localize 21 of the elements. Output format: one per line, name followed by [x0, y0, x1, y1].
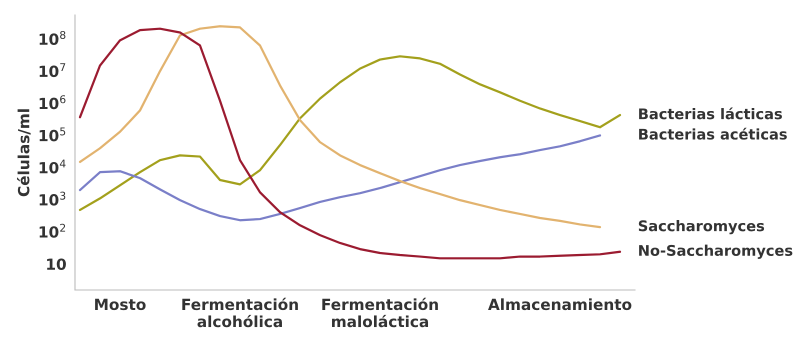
line-series — [78, 55, 622, 212]
series-label: Bacterias lácticas — [639, 107, 782, 120]
line-series — [78, 134, 602, 222]
x-tick-label: Fermentación maloláctica — [322, 298, 438, 328]
y-tick-label: 10$^{6}$ — [40, 95, 66, 110]
y-tick-label: 10$^{8}$ — [40, 30, 66, 45]
series-label: No-Saccharomyces — [639, 244, 792, 259]
y-tick-label: 10$^{5}$ — [40, 128, 66, 142]
x-tick-label: Mosto — [95, 298, 146, 310]
y-tick-label: 10$^{7}$ — [40, 63, 66, 78]
y-tick-label: 10$^{4}$ — [40, 160, 66, 174]
line-series — [78, 28, 622, 260]
x-tick-label: Almacenamiento — [488, 298, 632, 310]
x-tick-label: Fermentación alcohólica — [182, 298, 298, 328]
y-axis-title: Células/ml — [16, 109, 31, 196]
line-series — [78, 25, 602, 228]
y-tick-label: 10$^{3}$ — [40, 192, 66, 206]
y-tick-label: 10 — [47, 258, 66, 270]
text: Bacterias acéticas — [639, 128, 787, 140]
y-tick-label: 10$^{2}$ — [40, 224, 66, 238]
text: Saccharomyces — [638, 220, 764, 234]
